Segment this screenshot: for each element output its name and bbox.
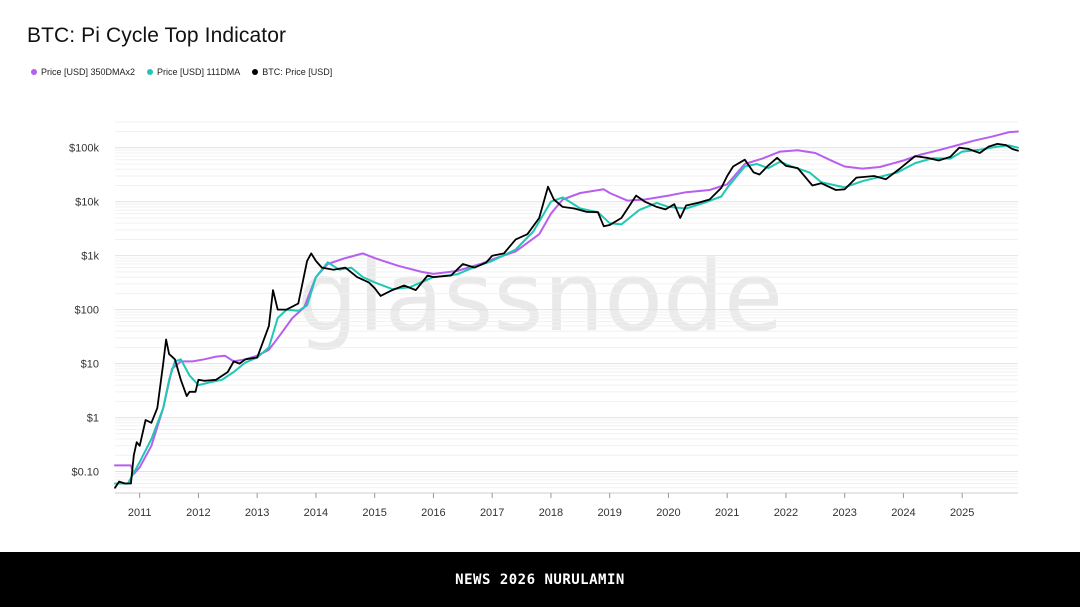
legend-label-price: BTC: Price [USD] — [262, 67, 333, 77]
x-tick-label: 2022 — [774, 507, 798, 519]
x-tick-label: 2012 — [186, 507, 210, 519]
legend-item-price[interactable]: BTC: Price [USD] — [252, 67, 332, 77]
x-tick-label: 2020 — [656, 507, 680, 519]
legend-item-111dma[interactable]: Price [USD] 111DMA — [147, 67, 240, 77]
y-tick-label: $1k — [81, 251, 99, 263]
y-tick-label: $1 — [87, 413, 99, 425]
grid-lines — [115, 121, 1018, 494]
x-tick-label: 2011 — [128, 507, 152, 519]
legend-label-350dmax2: Price [USD] 350DMAx2 — [41, 67, 136, 77]
y-tick-label: $0.10 — [71, 467, 99, 479]
chart-title: BTC: Pi Cycle Top Indicator — [27, 24, 287, 47]
y-tick-label: $10k — [75, 197, 99, 209]
chart-plot-area: glassnode $0.10$1$10$100$1k$10k$100k2011… — [69, 121, 1019, 519]
legend-dot-350dmax2 — [31, 69, 37, 75]
chart-legend: Price [USD] 350DMAx2 Price [USD] 111DMA … — [31, 67, 332, 77]
x-tick-label: 2017 — [480, 507, 504, 519]
x-tick-label: 2024 — [891, 507, 915, 519]
footer-bar: NEWS 2026 NURULAMIN — [0, 552, 1080, 607]
legend-label-111dma: Price [USD] 111DMA — [157, 67, 241, 77]
series-line-price — [114, 143, 1019, 489]
x-tick-label: 2019 — [597, 507, 621, 519]
x-tick-label: 2013 — [245, 507, 269, 519]
series-line-111dma — [114, 144, 1019, 485]
x-tick-label: 2025 — [950, 507, 974, 519]
y-tick-label: $10 — [81, 359, 99, 371]
y-tick-label: $100 — [75, 305, 99, 317]
x-tick-label: 2014 — [304, 507, 328, 519]
x-tick-label: 2021 — [715, 507, 739, 519]
x-tick-label: 2023 — [832, 507, 856, 519]
axes: $0.10 $1 $10 $100 $1k $10k $100k 2011 2012 2013 20… — [69, 143, 1018, 519]
legend-dot-price — [252, 69, 259, 75]
y-tick-label: $100k — [69, 143, 99, 155]
x-tick-label: 2018 — [539, 507, 563, 519]
legend-dot-111dma — [147, 69, 154, 75]
series-lines — [114, 130, 1019, 489]
legend-item-350dmax2[interactable]: Price [USD] 350DMAx2 — [31, 67, 135, 77]
footer-text: NEWS 2026 NURULAMIN — [455, 571, 625, 588]
x-tick-label: 2015 — [362, 507, 386, 519]
x-tick-label: 2016 — [421, 507, 445, 519]
